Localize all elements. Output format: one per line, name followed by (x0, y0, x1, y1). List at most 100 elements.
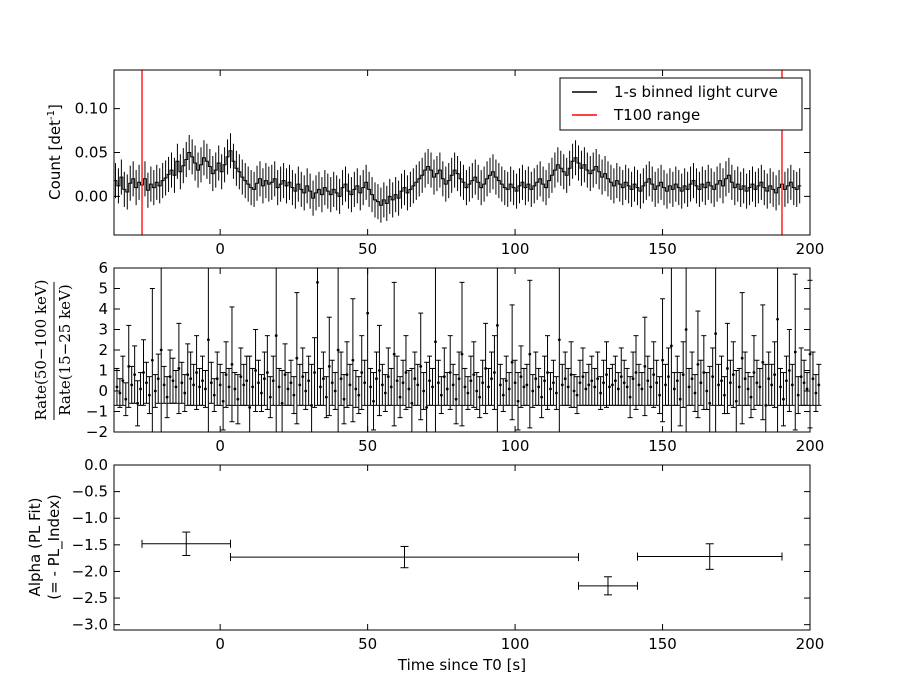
hardness-ratio-point (463, 385, 467, 389)
spectral-index-y-tick-label: −0.5 (72, 483, 108, 501)
hardness-ratio-point (711, 375, 715, 379)
hardness-ratio-y-tick-label: 0 (98, 382, 108, 400)
hardness-ratio-panel: 0 50 100 150 200 −2 −1 0 1 2 3 4 5 6 Rate(50−100 keV)… (32, 259, 824, 455)
hardness-ratio-point (622, 381, 626, 385)
hardness-ratio-point (316, 280, 319, 284)
hardness-ratio-point (124, 397, 128, 401)
hardness-ratio-point (702, 371, 706, 374)
hardness-ratio-point (764, 403, 768, 407)
hardness-ratio-point (490, 377, 493, 381)
hardness-ratio-point (619, 375, 623, 379)
hardness-ratio-point (215, 377, 219, 381)
hardness-ratio-point (375, 377, 378, 381)
hardness-ratio-point (283, 373, 287, 376)
hardness-ratio-point (643, 365, 647, 368)
hardness-ratio-point (437, 381, 440, 385)
hardness-ratio-point (478, 395, 482, 399)
hardness-ratio-point (528, 352, 532, 356)
hardness-ratio-point (737, 385, 741, 389)
hardness-ratio-point (767, 377, 771, 381)
hardness-ratio-point (746, 387, 750, 391)
hardness-ratio-point (186, 373, 190, 376)
hardness-ratio-point (557, 338, 561, 342)
hardness-ratio-point (817, 383, 821, 387)
hardness-ratio-y-label-numerator: Rate(50−100 keV) (32, 279, 50, 420)
hardness-ratio-point (563, 377, 567, 381)
hardness-ratio-point (749, 395, 753, 399)
hardness-ratio-point (183, 391, 187, 395)
hardness-ratio-point (481, 381, 485, 385)
hardness-ratio-y-tick-label: 5 (98, 280, 108, 298)
hardness-ratio-point (121, 379, 125, 383)
hardness-ratio-point (714, 332, 718, 335)
hardness-ratio-point (372, 399, 375, 403)
hardness-ratio-point (487, 385, 490, 389)
hardness-ratio-point (549, 387, 552, 391)
hardness-ratio-point (330, 381, 334, 385)
hardness-ratio-point (484, 367, 487, 370)
hardness-ratio-point (195, 371, 198, 374)
hardness-ratio-point (139, 387, 142, 391)
hardness-ratio-point (634, 371, 638, 374)
light-curve-y-axis-label: Count [det-1] (46, 104, 64, 200)
hardness-ratio-point (516, 399, 520, 403)
hardness-ratio-point (357, 393, 361, 397)
spectral-index-plot-area (141, 531, 783, 596)
spectral-index-y-tick-label: −2.0 (72, 562, 108, 580)
hardness-ratio-point (625, 385, 629, 389)
hardness-ratio-point (366, 311, 370, 315)
hardness-ratio-point (248, 406, 252, 409)
hardness-ratio-point (401, 381, 405, 385)
hardness-ratio-point (198, 385, 201, 389)
hardness-ratio-point (457, 377, 461, 381)
hardness-ratio-point (442, 375, 446, 379)
hardness-ratio-point (631, 377, 635, 381)
hardness-ratio-point (383, 391, 387, 395)
hardness-ratio-y-tick-label: 2 (98, 341, 108, 359)
hardness-ratio-point (339, 377, 343, 381)
hardness-ratio-point (681, 373, 685, 376)
hardness-ratio-point (475, 389, 479, 393)
hardness-ratio-point (507, 387, 511, 391)
hardness-ratio-point (755, 381, 759, 385)
hardness-ratio-point (811, 377, 815, 381)
hardness-ratio-point (534, 377, 538, 381)
hardness-ratio-point (675, 379, 679, 383)
hardness-ratio-x-tick-label: 100 (501, 437, 530, 455)
hardness-ratio-x-tick-label: 50 (358, 437, 377, 455)
hardness-ratio-point (218, 383, 222, 387)
hardness-ratio-point (451, 383, 455, 387)
hardness-ratio-point (304, 389, 308, 393)
hardness-ratio-point (324, 395, 328, 399)
hardness-ratio-point (295, 356, 299, 360)
hardness-ratio-point (445, 387, 449, 391)
hardness-ratio-point (127, 365, 131, 368)
hardness-ratio-point (664, 383, 667, 387)
hardness-ratio-point (498, 383, 502, 387)
hardness-ratio-point (640, 387, 644, 391)
hardness-ratio-point (472, 373, 476, 376)
hardness-ratio-point (242, 383, 246, 387)
hardness-ratio-point (584, 387, 588, 391)
hardness-ratio-point (587, 383, 591, 387)
spectral-index-x-tick-label: 100 (501, 635, 530, 653)
hardness-ratio-point (389, 385, 393, 389)
light-curve-y-tick-label: 0.00 (75, 187, 108, 205)
hardness-ratio-point (661, 358, 664, 362)
hardness-ratio-point (678, 397, 682, 401)
hardness-ratio-point (145, 381, 148, 385)
hardness-ratio-point (419, 365, 423, 368)
hardness-ratio-point (519, 375, 523, 379)
hardness-ratio-point (386, 375, 390, 379)
hardness-ratio-point (410, 401, 414, 405)
hardness-ratio-point (669, 344, 673, 348)
hardness-ratio-point (581, 375, 585, 379)
hardness-ratio-point (605, 373, 608, 376)
spectral-index-y-label-line1: Alpha (PL Fit) (26, 498, 44, 597)
hardness-ratio-point (289, 381, 293, 385)
hardness-ratio-point (734, 399, 738, 403)
hardness-ratio-point (613, 379, 617, 383)
hardness-ratio-point (525, 383, 529, 387)
hardness-ratio-point (286, 387, 290, 391)
hardness-ratio-point (342, 397, 346, 401)
